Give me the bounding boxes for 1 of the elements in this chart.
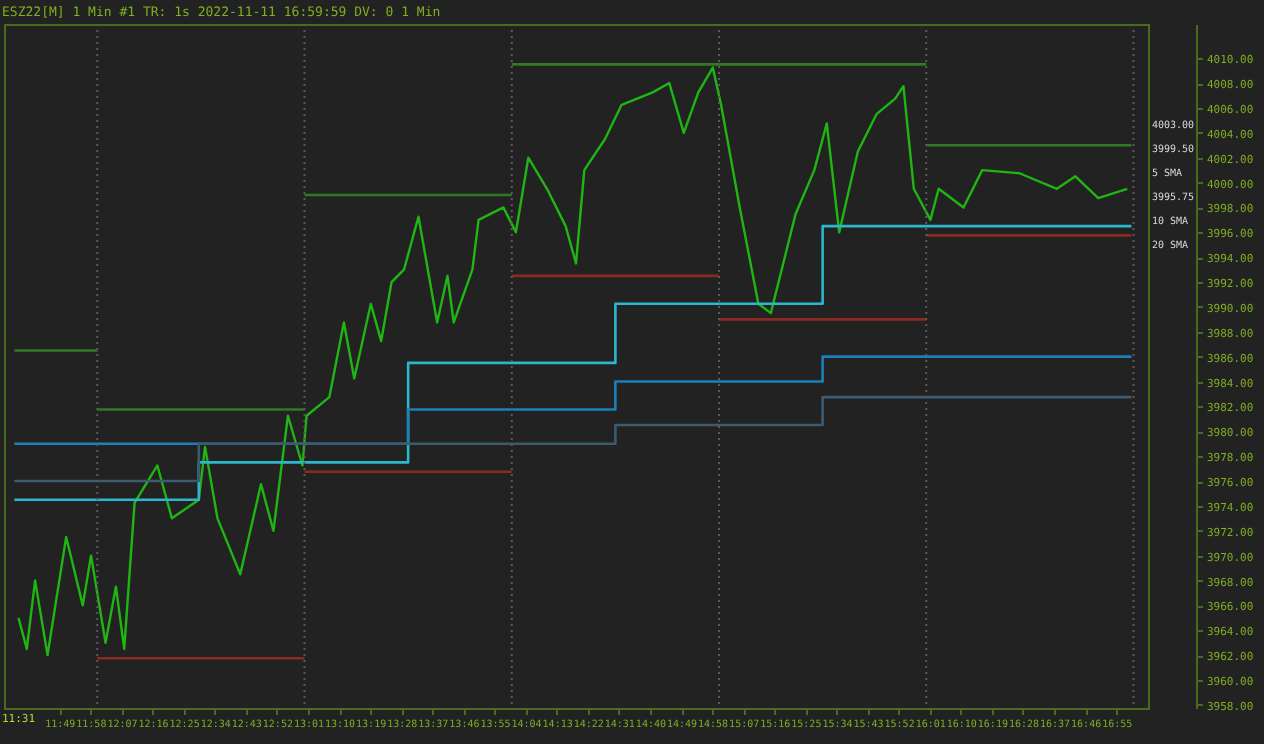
line-series bbox=[17, 66, 1129, 657]
